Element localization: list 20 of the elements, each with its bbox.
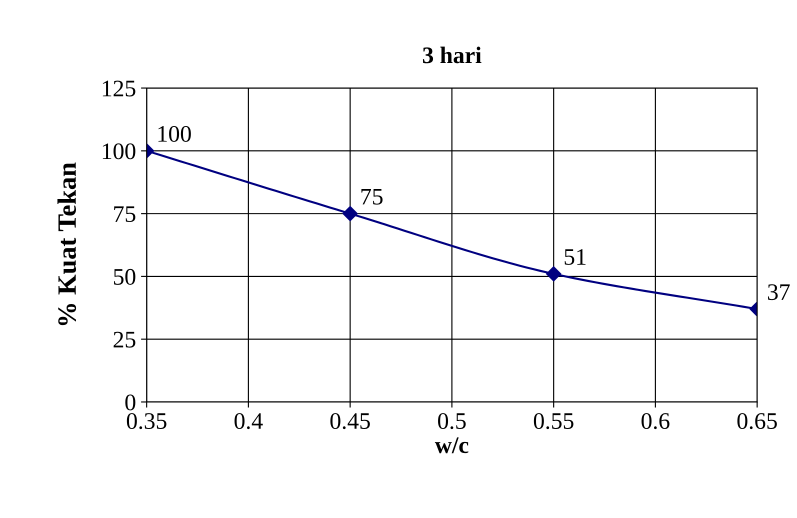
x-tick-label: 0.5 xyxy=(438,413,466,430)
x-axis-title: w/c xyxy=(434,437,468,454)
y-tick-label: 25 xyxy=(114,332,136,348)
data-label: 51 xyxy=(564,249,586,265)
x-tick-label: 0.4 xyxy=(234,413,263,430)
y-tick-label: 125 xyxy=(102,80,136,96)
y-tick-label: 0 xyxy=(125,394,136,410)
x-tick-label: 0.45 xyxy=(330,413,370,430)
y-tick-label: 75 xyxy=(114,206,136,222)
y-tick-label: 50 xyxy=(114,268,136,285)
y-axis-title: % Kuat Tekan xyxy=(57,162,76,326)
x-tick-label: 0.35 xyxy=(126,413,166,430)
x-tick-label: 0.6 xyxy=(642,413,670,430)
data-label: 37 xyxy=(768,284,790,300)
y-tick-label: 100 xyxy=(102,143,136,160)
x-tick-label: 0.65 xyxy=(737,413,777,430)
data-label: 75 xyxy=(361,188,383,205)
chart-title: 3 hari xyxy=(422,46,482,64)
x-tick-label: 0.55 xyxy=(534,413,574,430)
data-label: 100 xyxy=(158,126,191,142)
